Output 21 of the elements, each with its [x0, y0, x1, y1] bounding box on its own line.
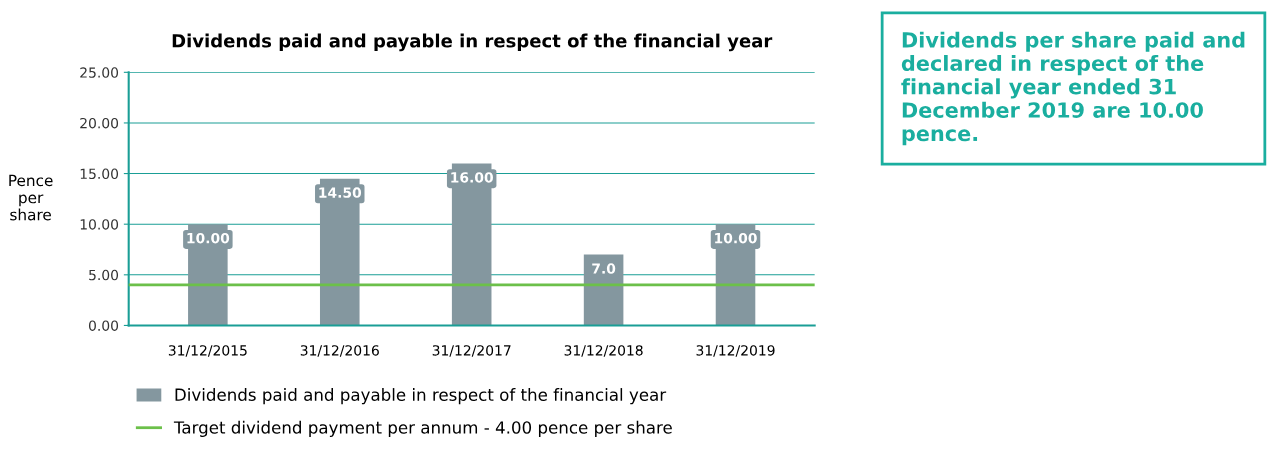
x-tick-label: 31/12/2019 — [696, 345, 775, 357]
x-tick-label: 31/12/2017 — [432, 345, 511, 357]
y-tick-label: 15.00 — [80, 168, 119, 180]
legend-label: Dividends paid and payable in respect of the financial year — [175, 388, 667, 405]
y-tick-label: 0.00 — [88, 320, 119, 331]
chart-title: Dividends paid and payable in respect of the financial year — [172, 33, 773, 52]
data-label: 16.00 — [451, 172, 493, 183]
x-tick-label: 31/12/2016 — [300, 345, 379, 357]
legend-label: Target dividend payment per annum - 4.00 pence per share — [173, 420, 672, 437]
y-tick-label: 10.00 — [80, 219, 119, 230]
y-tick-label: 5.00 — [89, 269, 119, 281]
data-label: 10.00 — [187, 232, 230, 244]
y-tick-label: 20.00 — [80, 117, 119, 129]
text: Dividends per share paid and declared in respect of the financial year ended 31 December 2019 are 10.00 pence. — [901, 31, 1245, 146]
y-tick-label: 25.00 — [80, 67, 119, 78]
data-label: 10.00 — [715, 232, 757, 244]
x-tick-label: 31/12/2015 — [168, 345, 247, 357]
data-label: 14.50 — [319, 187, 362, 198]
y-axis-title: Pence per share — [9, 174, 53, 221]
x-tick-label: 31/12/2018 — [564, 345, 643, 357]
data-label: 7.0 — [592, 263, 616, 274]
